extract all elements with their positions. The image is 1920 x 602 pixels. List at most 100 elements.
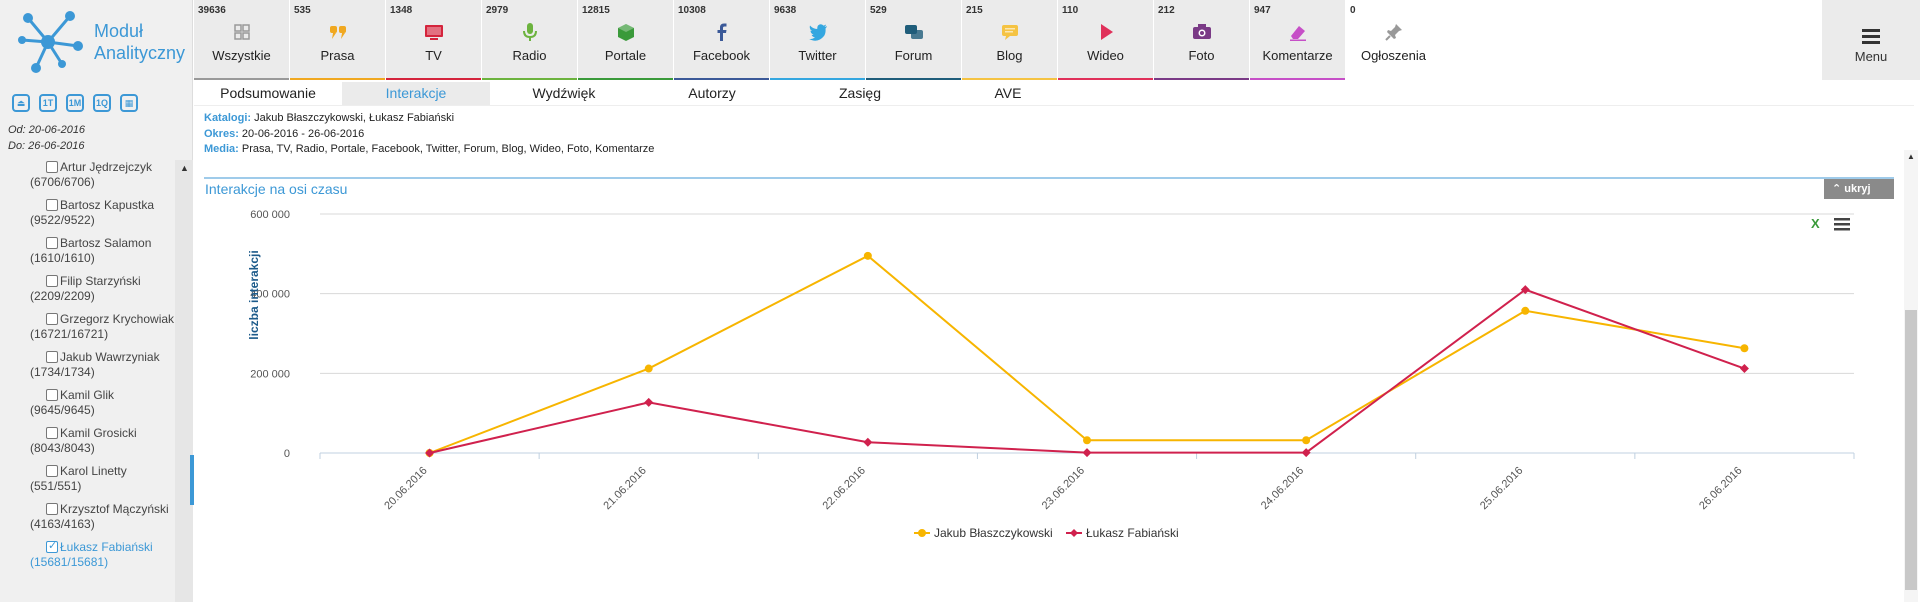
scroll-up-icon[interactable]: ▲ (180, 163, 189, 173)
media-tab-underline (578, 78, 673, 80)
period-custom-icon[interactable]: ⏏ (12, 94, 30, 112)
author-name: Jakub Wawrzyniak (60, 350, 160, 364)
media-tab-underline (1058, 78, 1153, 80)
chart-menu-icon[interactable] (1834, 218, 1850, 231)
author-item[interactable]: Bartosz Salamon (1610/1610) (0, 236, 175, 266)
legend-item[interactable]: Łukasz Fabiański (1066, 526, 1179, 540)
media-tab-underline (482, 78, 577, 80)
chart-panel-title: Interakcje na osi czasu (205, 181, 348, 197)
author-item[interactable]: Kamil Grosicki (8043/8043) (0, 426, 175, 456)
author-item[interactable]: Artur Jędrzejczyk (6706/6706) (0, 160, 175, 190)
x-tick-label: 22.06.2016 (821, 465, 868, 512)
microphone-icon (523, 23, 537, 41)
filter-catalogs-value: Jakub Błaszczykowski, Łukasz Fabiański (251, 112, 455, 124)
tab-autorzy[interactable]: Autorzy (688, 85, 736, 101)
author-item[interactable]: Grzegorz Krychowiak (16721/16721) (0, 312, 175, 342)
author-checkbox[interactable] (46, 539, 58, 554)
period-selector: ⏏ 1T 1M 1Q ▦ (12, 94, 138, 112)
media-tab-komentarze[interactable]: 947 Komentarze (1250, 0, 1346, 80)
media-tab-underline (1154, 78, 1249, 80)
menu-button[interactable]: Menu (1822, 0, 1920, 80)
data-point[interactable] (1083, 436, 1091, 445)
media-tab-twitter[interactable]: 9638 Twitter (770, 0, 866, 80)
data-point[interactable] (1302, 436, 1311, 445)
media-tab-underline (194, 78, 289, 80)
media-tab-tv[interactable]: 1348 TV (386, 0, 482, 80)
author-item[interactable]: Łukasz Fabiański(15681/15681) (0, 539, 175, 570)
media-tab-portale[interactable]: 12815 Portale (578, 0, 674, 80)
media-tab-prasa[interactable]: 535 Prasa (290, 0, 386, 80)
author-item[interactable]: Bartosz Kapustka (9522/9522) (0, 198, 175, 228)
data-point[interactable] (1739, 364, 1749, 374)
tab-zasięg[interactable]: Zasięg (838, 85, 882, 101)
x-tick-label: 26.06.2016 (1697, 465, 1744, 512)
media-tab-forum[interactable]: 529 Forum (866, 0, 962, 80)
data-point[interactable] (425, 448, 435, 458)
author-checkbox[interactable] (46, 389, 58, 401)
tv-icon (425, 25, 443, 40)
y-axis-label: liczba interakcji (247, 250, 261, 339)
author-checkbox[interactable] (46, 237, 58, 249)
media-tab-radio[interactable]: 2979 Radio (482, 0, 578, 80)
author-checkbox[interactable] (46, 503, 58, 515)
hide-panel-button[interactable]: ⌃ ukryj (1824, 179, 1894, 199)
network-logo-icon (18, 11, 83, 73)
media-tab-blog[interactable]: 215 Blog (962, 0, 1058, 80)
data-point[interactable] (644, 397, 654, 407)
data-point[interactable] (863, 251, 872, 260)
data-point[interactable] (644, 364, 653, 373)
filter-catalogs-key: Katalogi: (204, 112, 252, 124)
media-tab-label: TV (425, 48, 442, 63)
author-item[interactable]: Jakub Wawrzyniak (1734/1734) (0, 350, 175, 380)
media-tab-foto[interactable]: 212 Foto (1154, 0, 1250, 80)
media-tab-wideo[interactable]: 110 Wideo (1058, 0, 1154, 80)
author-count: (1610/1610) (30, 251, 95, 265)
author-list-scrollbar[interactable]: ▲ (175, 160, 193, 602)
media-tab-facebook[interactable]: 10308 Facebook (674, 0, 770, 80)
media-tab-label: Blog (996, 48, 1023, 63)
data-point[interactable] (1521, 306, 1530, 315)
series-line-0 (429, 254, 1745, 454)
legend-item[interactable]: Jakub Błaszczykowski (914, 526, 1053, 540)
scrollbar-thumb[interactable] (1905, 310, 1917, 590)
media-tab-wszystkie[interactable]: 39636 Wszystkie (194, 0, 290, 80)
period-1-week-icon[interactable]: 1T (39, 94, 57, 112)
media-tab-ogłoszenia[interactable]: 0 Ogłoszenia (1346, 0, 1442, 80)
author-name: Krzysztof Mączyński (60, 502, 169, 516)
period-1-quarter-icon[interactable]: 1Q (93, 94, 111, 112)
author-item[interactable]: Krzysztof Mączyński (4163/4163) (0, 502, 175, 532)
author-checkbox[interactable] (46, 465, 58, 477)
page-scrollbar[interactable]: ▲ (1904, 150, 1918, 602)
media-tab-label: Twitter (798, 48, 837, 63)
tab-podsumowanie[interactable]: Podsumowanie (220, 85, 316, 101)
app-logo[interactable]: Moduł Analityczny (18, 10, 188, 80)
data-point[interactable] (1740, 344, 1749, 353)
play-icon (1101, 24, 1113, 40)
author-checkbox[interactable] (46, 275, 58, 287)
author-checkbox[interactable] (46, 199, 58, 211)
author-item[interactable]: Filip Starzyński (2209/2209) (0, 274, 175, 304)
calendar-icon[interactable]: ▦ (120, 94, 138, 112)
data-point[interactable] (863, 437, 873, 447)
tab-ave[interactable]: AVE (994, 85, 1022, 101)
author-item[interactable]: Karol Linetty (551/551) (0, 464, 175, 494)
author-count: (2209/2209) (30, 289, 95, 303)
period-1-month-icon[interactable]: 1M (66, 94, 84, 112)
data-point[interactable] (1082, 448, 1092, 458)
author-item[interactable]: Kamil Glik (9645/9645) (0, 388, 175, 418)
author-checkbox[interactable] (46, 313, 58, 325)
author-checkbox[interactable] (46, 161, 58, 173)
author-checkbox[interactable] (46, 351, 58, 363)
tab-wydźwięk[interactable]: Wydźwięk (532, 85, 596, 101)
data-point[interactable] (1520, 285, 1530, 295)
media-tab-label: Foto (1188, 48, 1215, 63)
scroll-up-icon[interactable]: ▲ (1907, 152, 1915, 161)
interactions-timeline-chart: 0 200 000 400 000 600 000 20.06.2016 21.06.2… (247, 209, 1855, 540)
sidebar-resize-handle[interactable] (190, 455, 194, 505)
author-checkbox[interactable] (46, 427, 58, 439)
media-tab-label: Portale (604, 48, 647, 63)
data-point[interactable] (1301, 448, 1311, 458)
author-name: Karol Linetty (60, 464, 127, 478)
tab-interakcje[interactable]: Interakcje (342, 82, 490, 106)
export-excel-icon[interactable]: X (1811, 216, 1820, 231)
